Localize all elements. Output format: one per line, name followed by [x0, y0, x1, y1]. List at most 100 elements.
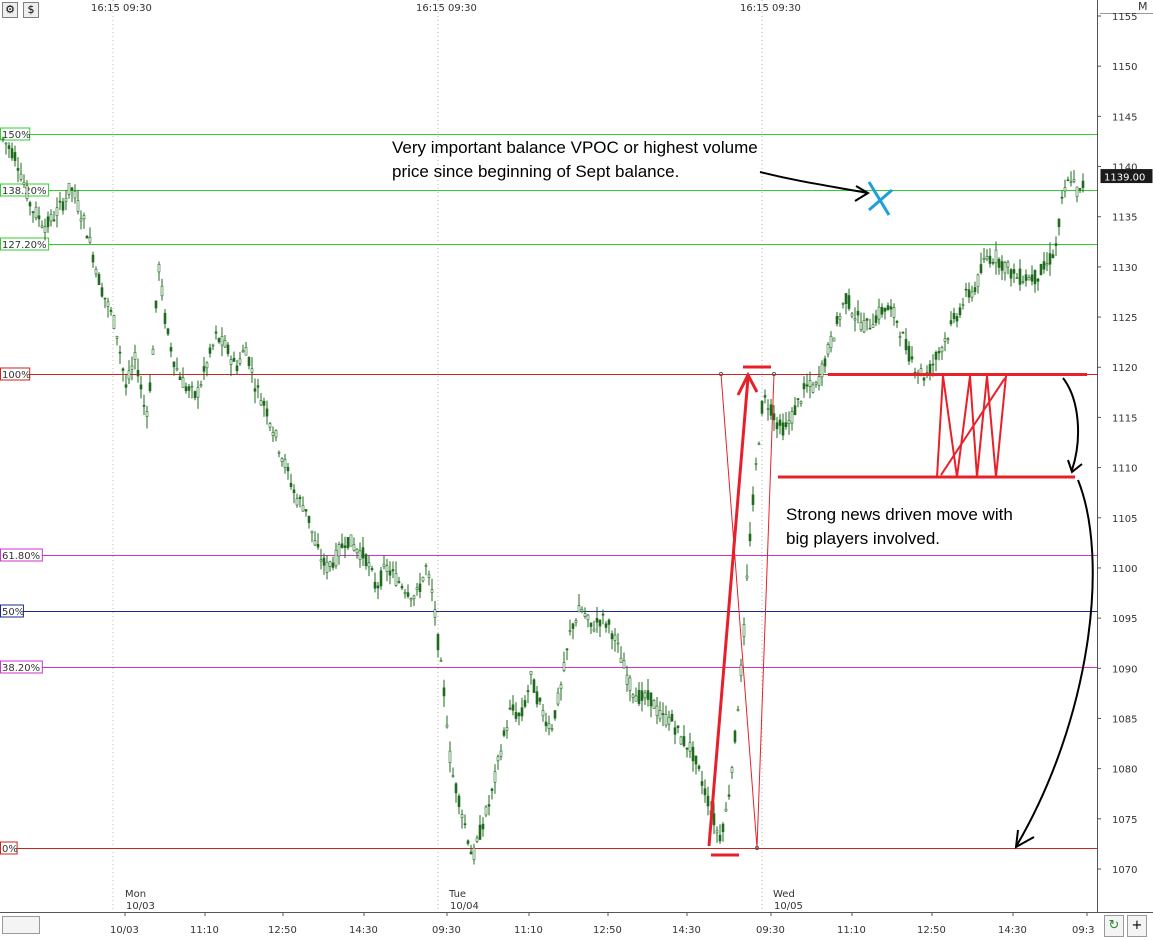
zoom-in-icon[interactable]: +	[1127, 915, 1147, 937]
candle-body	[706, 795, 710, 807]
refresh-icon[interactable]: ↻	[1104, 915, 1124, 937]
candle-body	[307, 515, 311, 523]
candle-body	[220, 336, 224, 346]
candle-body	[481, 823, 485, 830]
candle-body	[520, 707, 524, 717]
candle-body	[82, 215, 86, 220]
candle-body	[292, 489, 296, 494]
candle-body	[601, 613, 605, 616]
candle-body	[289, 482, 293, 487]
balance-diagonal	[940, 377, 1006, 476]
candle-body	[472, 847, 476, 860]
target-arrow	[1016, 479, 1094, 846]
chart-settings-icon[interactable]: ⚙	[2, 2, 18, 18]
candle-body	[49, 214, 53, 222]
candle-body	[499, 750, 503, 757]
candle-body	[967, 289, 971, 298]
candle-body	[532, 679, 536, 693]
candle-body	[805, 384, 809, 387]
candle-body	[478, 824, 482, 840]
candle-body	[16, 168, 20, 171]
candle-body	[868, 327, 872, 330]
candle-body	[859, 322, 863, 330]
candle-body	[232, 357, 236, 362]
scroll-field[interactable]	[2, 916, 40, 934]
candle-body	[100, 287, 104, 297]
day-label: Wed	[773, 889, 795, 900]
dollar-icon[interactable]: $	[23, 2, 39, 18]
candle-body	[7, 145, 11, 149]
candle-body	[208, 347, 212, 354]
candle-body	[403, 592, 407, 594]
candle-body	[973, 287, 977, 293]
candle-body	[838, 316, 842, 320]
candle-body	[592, 628, 596, 632]
candle-body	[13, 152, 17, 161]
candle-body	[640, 690, 644, 701]
candle-body	[1042, 261, 1046, 270]
candle-body	[28, 202, 32, 207]
candle-body	[865, 318, 869, 321]
candle-body	[976, 274, 980, 287]
candle-body	[700, 781, 704, 786]
candle-body	[427, 574, 431, 578]
candle-body	[1060, 196, 1064, 199]
candle-body	[853, 318, 857, 321]
candle-body	[850, 313, 854, 317]
candle-body	[802, 383, 806, 390]
candle-body	[193, 391, 197, 399]
candle-body	[160, 285, 164, 297]
price-tick-label: 1105	[1112, 514, 1137, 525]
candle-body	[412, 595, 416, 600]
blue-x-stroke	[867, 181, 891, 216]
candle-body	[766, 408, 770, 411]
candle-body	[958, 307, 962, 316]
candle-body	[922, 377, 926, 381]
candle-body	[454, 783, 458, 794]
candle-body	[247, 356, 251, 366]
time-tick-label: 12:50	[268, 925, 297, 936]
candle-body	[169, 347, 173, 352]
candle-body	[625, 674, 629, 685]
fib-label-box	[0, 841, 18, 855]
candle-body	[313, 540, 317, 546]
candle-body	[751, 494, 755, 506]
time-tick-label: 11:10	[514, 925, 543, 936]
time-tick-label: 12:50	[917, 925, 946, 936]
candle-body	[433, 609, 437, 618]
candle-body	[739, 664, 743, 677]
candle-body	[895, 321, 899, 323]
price-tick-label: 1070	[1112, 865, 1137, 876]
candle-body	[979, 264, 983, 274]
candle-body	[1024, 274, 1028, 281]
candle-body	[10, 148, 14, 159]
candle-body	[121, 368, 125, 371]
candle-body	[442, 687, 446, 697]
candle-body	[691, 746, 695, 762]
candle-body	[265, 408, 269, 417]
candle-body	[202, 366, 206, 372]
price-tick-label: 1100	[1112, 564, 1137, 575]
price-tick-label: 1085	[1112, 714, 1137, 725]
candle-body	[55, 207, 59, 217]
candle-body	[724, 808, 728, 812]
candle-body	[223, 340, 227, 348]
candle-body	[823, 358, 827, 367]
candle-body	[1063, 187, 1067, 192]
hand-drawings	[707, 171, 1094, 857]
candle-body	[727, 794, 731, 797]
fib-label: 38.20%	[2, 663, 40, 674]
fib-label-box	[0, 548, 43, 562]
candle-body	[25, 185, 29, 199]
candle-body	[673, 727, 677, 735]
candle-body	[568, 630, 572, 632]
candle-body	[1, 137, 5, 140]
candle-body	[820, 363, 824, 378]
fib-label: 100%	[2, 370, 31, 381]
candle-body	[1033, 269, 1037, 285]
candle-body	[1006, 261, 1010, 268]
candle-body	[721, 823, 725, 833]
candle-body	[835, 316, 839, 325]
candle-body	[448, 750, 452, 764]
